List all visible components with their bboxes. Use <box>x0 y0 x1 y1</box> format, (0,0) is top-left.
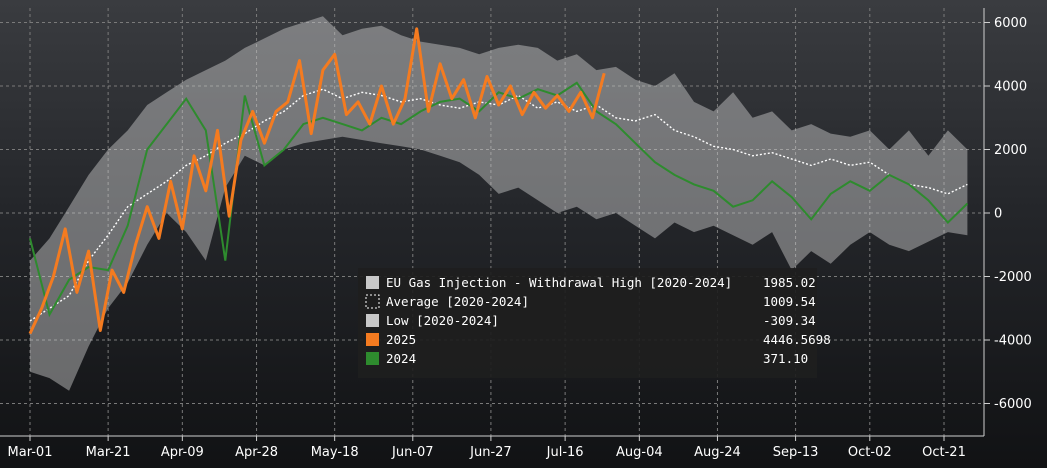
legend-swatch <box>366 333 379 346</box>
legend-value: 4446.5698 <box>763 332 831 347</box>
legend-background <box>358 268 817 378</box>
legend: EU Gas Injection - Withdrawal High [2020… <box>358 268 831 378</box>
x-tick-label: May-18 <box>311 445 359 460</box>
legend-swatch <box>366 276 379 289</box>
y-tick-label: -6000 <box>994 397 1032 412</box>
high-low-band <box>30 16 968 391</box>
legend-label: Low [2020-2024] <box>386 313 499 328</box>
x-tick-label: Oct-02 <box>848 445 892 460</box>
y-tick-label: 4000 <box>994 80 1027 95</box>
legend-value: -309.34 <box>763 313 816 328</box>
x-tick-label: Oct-21 <box>922 445 966 460</box>
legend-label: 2025 <box>386 332 416 347</box>
x-tick-label: Jun-27 <box>469 445 512 460</box>
y-tick-label: 2000 <box>994 143 1027 158</box>
legend-value: 1985.02 <box>763 275 816 290</box>
series-2024-line <box>29 81 969 318</box>
x-axis-ticks: Mar-01 Mar-21 Apr-09 Apr-28 May-18 Jun-07 Jun-… <box>8 436 966 460</box>
x-tick-label: Jul-16 <box>546 445 584 460</box>
x-tick-label: Apr-28 <box>235 445 278 460</box>
legend-value: 371.10 <box>763 351 808 366</box>
legend-swatch <box>366 352 379 365</box>
y-tick-label: 6000 <box>994 16 1027 31</box>
x-tick-label: Sep-13 <box>773 445 819 460</box>
legend-swatch <box>365 294 380 309</box>
y-tick-label: -4000 <box>994 334 1032 349</box>
legend-label: 2024 <box>386 351 416 366</box>
y-tick-label: -2000 <box>994 270 1032 285</box>
x-tick-label: Aug-24 <box>694 445 741 460</box>
y-tick-label: 0 <box>994 207 1002 222</box>
legend-label: EU Gas Injection - Withdrawal High [2020… <box>386 275 732 290</box>
x-tick-label: Mar-01 <box>8 445 53 460</box>
legend-swatch <box>366 314 379 327</box>
x-tick-label: Mar-21 <box>86 445 131 460</box>
legend-label: Average [2020-2024] <box>386 294 529 309</box>
y-axis-ticks: -6000 -4000 -2000 0 2000 4000 6000 <box>984 16 1032 412</box>
x-tick-label: Aug-04 <box>616 445 663 460</box>
x-tick-label: Apr-09 <box>161 445 204 460</box>
series-2025-line <box>28 27 606 335</box>
x-tick-label: Jun-07 <box>391 445 434 460</box>
legend-value: 1009.54 <box>763 294 816 309</box>
